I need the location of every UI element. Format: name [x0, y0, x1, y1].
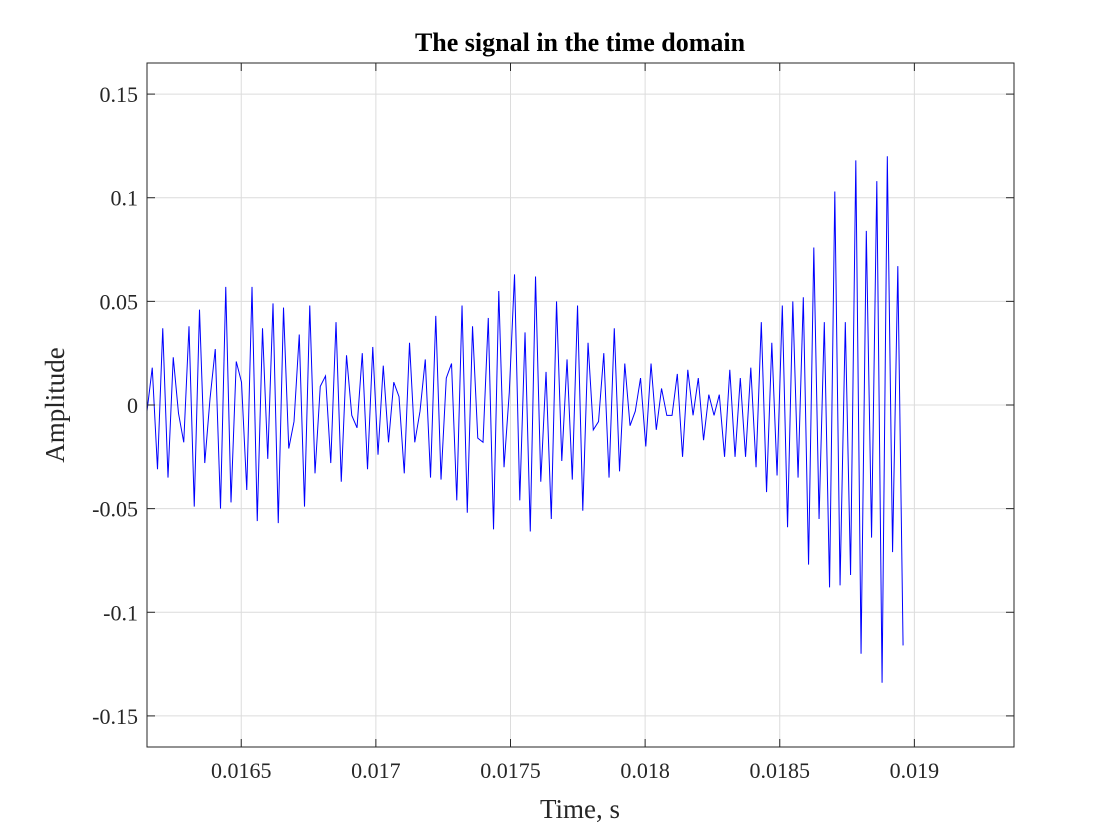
y-tick-label: 0.05	[100, 289, 139, 314]
y-axis-label: Amplitude	[40, 347, 70, 463]
x-tick-label: 0.018	[620, 758, 670, 783]
x-tick-label: 0.017	[351, 758, 401, 783]
y-tick-label: -0.1	[103, 600, 138, 625]
y-tick-label: 0	[127, 393, 138, 418]
x-axis-label: Time, s	[540, 794, 620, 824]
x-tick-label: 0.0175	[480, 758, 541, 783]
x-tick-label: 0.0165	[211, 758, 272, 783]
y-tick-label: -0.05	[92, 497, 138, 522]
x-tick-label: 0.0185	[749, 758, 810, 783]
signal-series-line	[146, 156, 904, 683]
x-tick-labels: 0.0165 0.017 0.0175 0.018 0.0185 0.019	[211, 758, 939, 783]
axes-box	[146, 62, 1015, 748]
grid-lines	[147, 63, 1014, 747]
y-tick-label: 0.15	[100, 82, 139, 107]
x-tick-label: 0.019	[890, 758, 940, 783]
series-layer	[146, 156, 904, 683]
y-tick-label: 0.1	[111, 186, 139, 211]
y-tick-label: -0.15	[92, 704, 138, 729]
y-tick-labels: 0.15 0.1 0.05 0 -0.05 -0.1 -0.15	[92, 82, 138, 729]
chart-title: The signal in the time domain	[415, 28, 746, 57]
